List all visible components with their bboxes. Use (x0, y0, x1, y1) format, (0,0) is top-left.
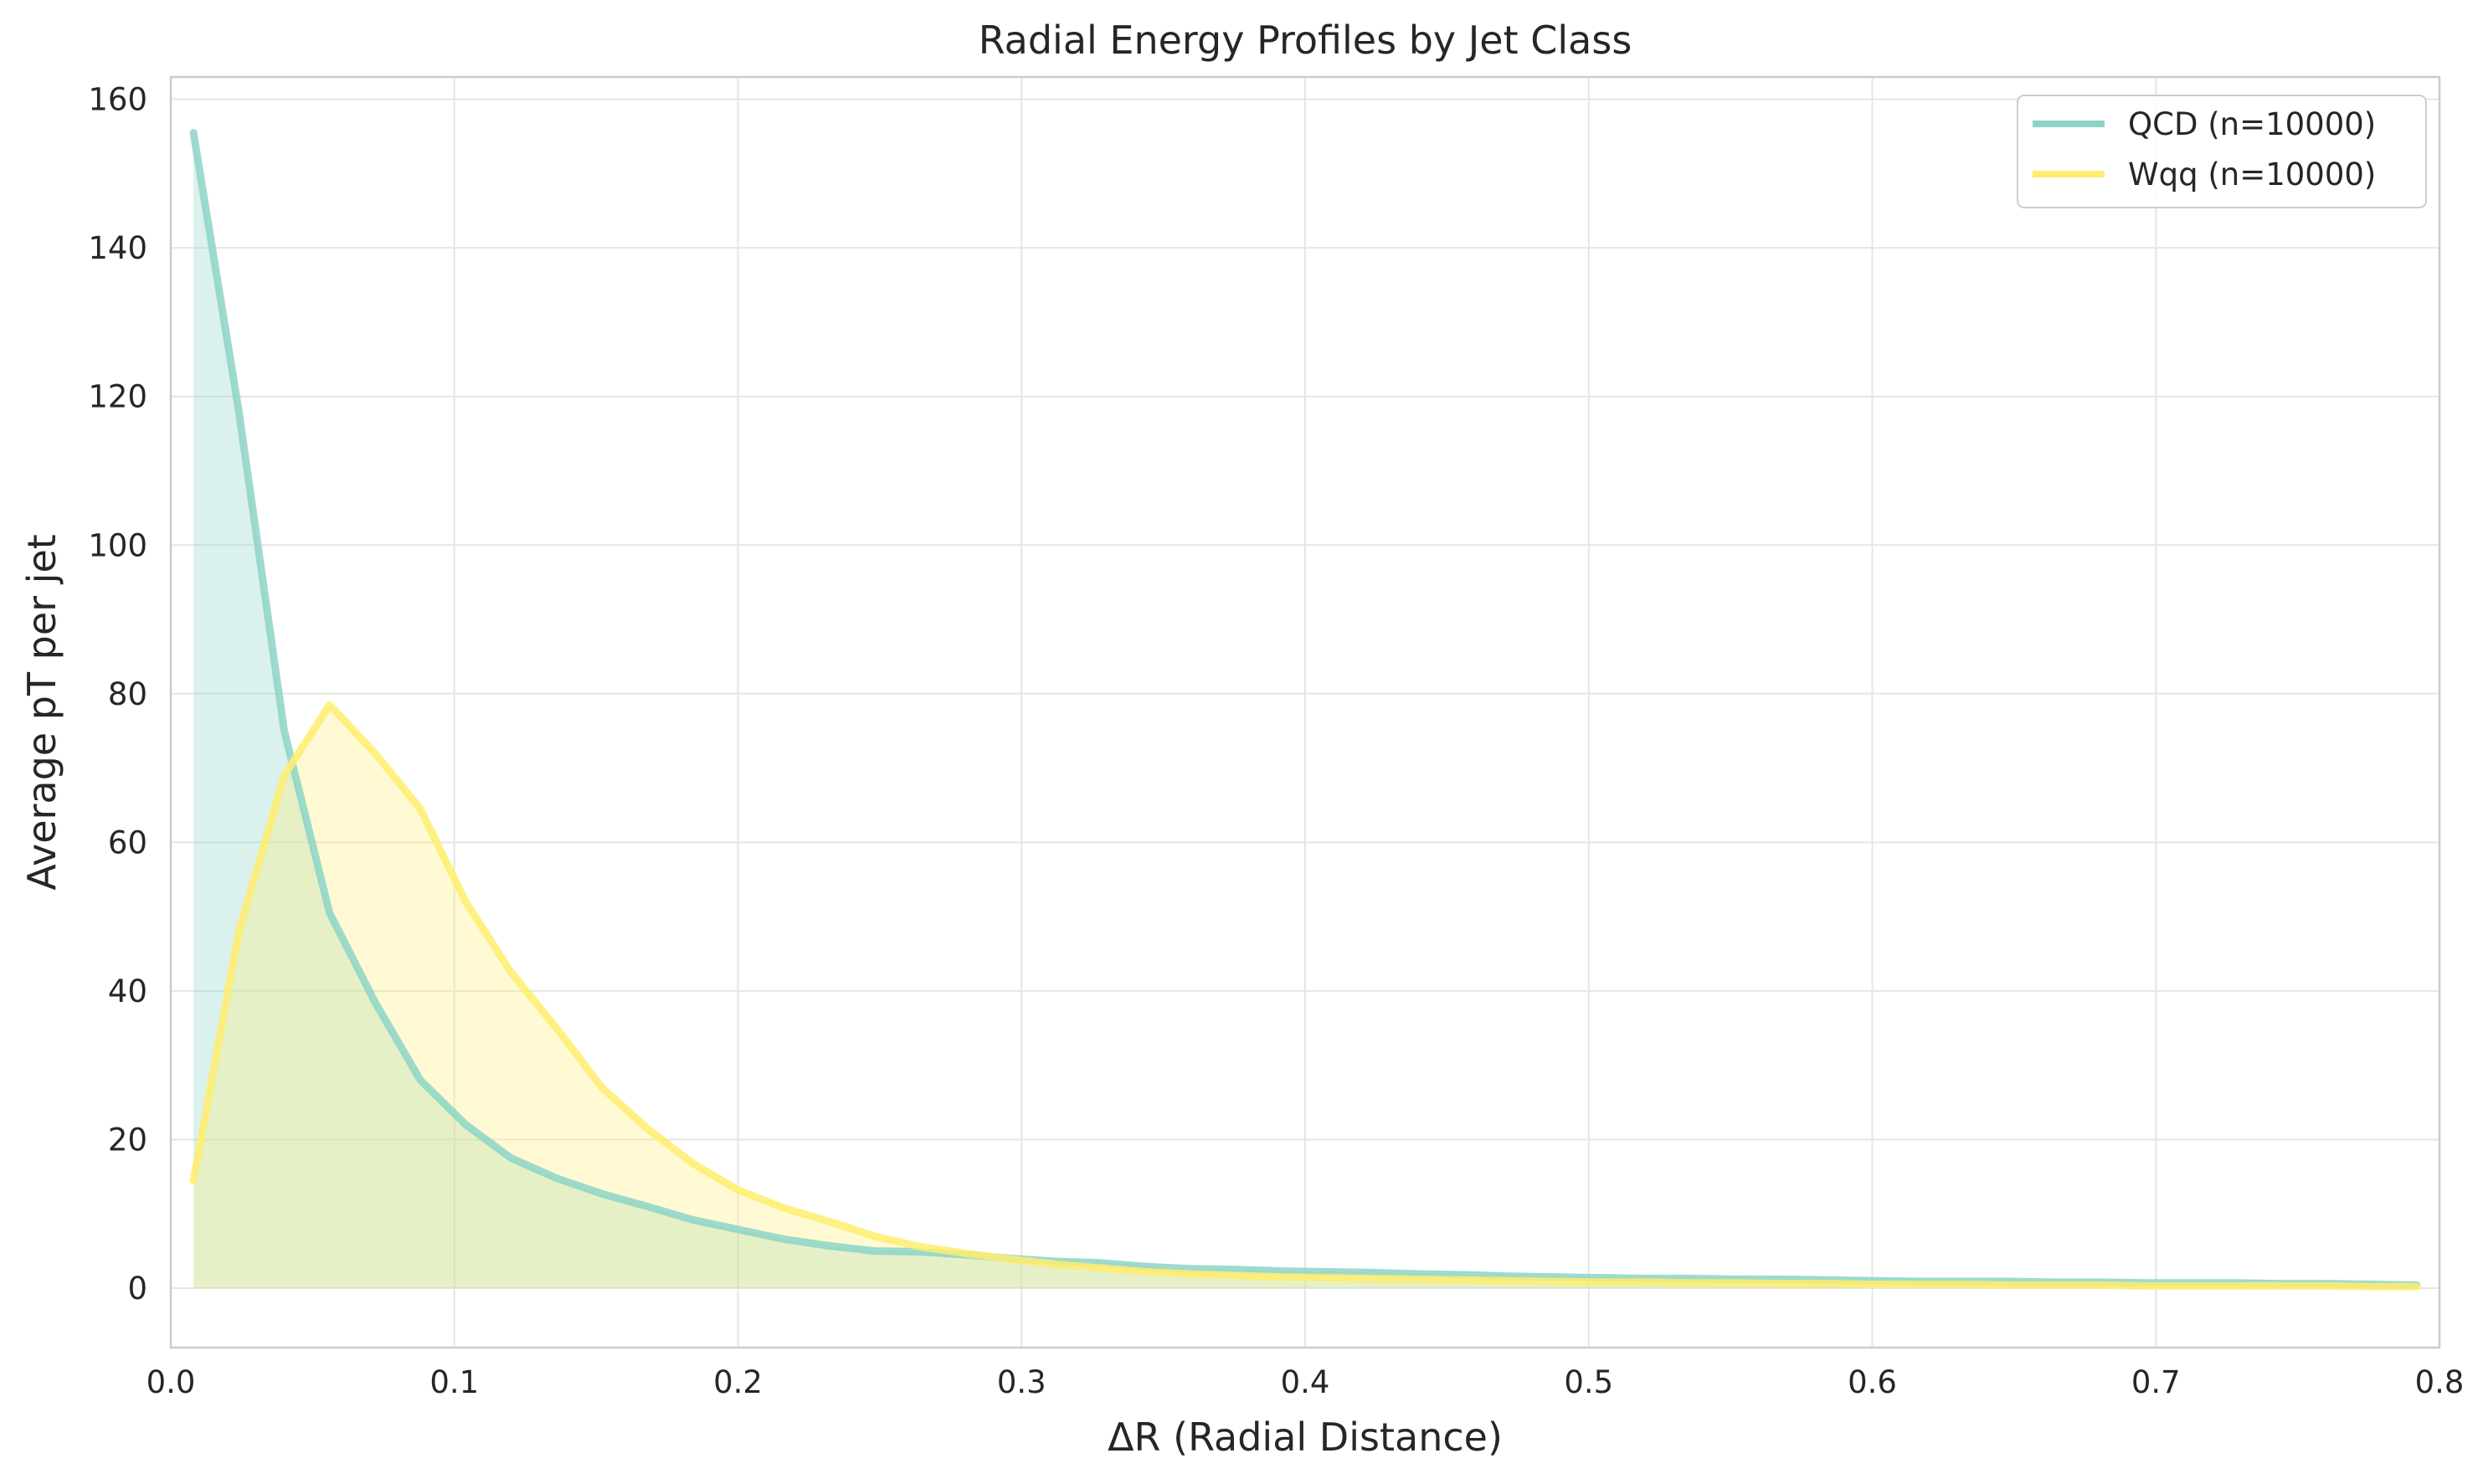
legend-label-qcd: QCD (n=10000) (2128, 106, 2376, 142)
data-point-series-1 (1872, 1284, 1873, 1285)
y-tick-label: 100 (88, 527, 147, 563)
x-tick-label: 0.5 (1564, 1364, 1613, 1400)
x-tick-label: 0.8 (2415, 1364, 2465, 1400)
data-point-series-1 (556, 1028, 557, 1029)
data-point-series-1 (2008, 1285, 2009, 1286)
data-point-series-0 (1101, 1262, 1102, 1263)
data-point-series-1 (1781, 1283, 1782, 1284)
plot-frame (169, 75, 2441, 1349)
y-tick-label: 140 (88, 230, 147, 266)
y-tick-labels: 0 20 40 60 80 100 120 140 160 (88, 82, 147, 1307)
data-point-series-1 (647, 1128, 648, 1129)
data-point-series-1 (1962, 1284, 1963, 1285)
data-point-series-1 (2416, 1286, 2417, 1287)
data-point-series-1 (1690, 1282, 1691, 1283)
data-point-series-0 (465, 1124, 466, 1125)
data-point-series-0 (828, 1245, 829, 1246)
y-tick-label: 80 (108, 676, 147, 712)
data-point-series-1 (329, 705, 330, 706)
data-point-series-0 (420, 1080, 421, 1081)
data-point-series-1 (1600, 1281, 1601, 1282)
data-point-series-0 (1781, 1279, 1782, 1280)
legend-box (2017, 95, 2427, 208)
data-point-series-0 (919, 1251, 920, 1252)
data-point-series-0 (1373, 1272, 1374, 1273)
data-point-series-0 (1191, 1268, 1192, 1269)
data-point-series-0 (1690, 1278, 1691, 1279)
data-point-series-1 (1328, 1277, 1329, 1278)
data-point-series-0 (1463, 1275, 1464, 1276)
y-tick-label: 160 (88, 82, 147, 118)
y-tick-label: 120 (88, 379, 147, 415)
data-point-series-1 (2371, 1286, 2372, 1287)
x-tick-label: 0.3 (997, 1364, 1046, 1400)
data-point-series-1 (1101, 1268, 1102, 1269)
data-point-series-1 (601, 1087, 602, 1088)
data-point-series-1 (465, 901, 466, 902)
data-point-series-1 (1463, 1280, 1464, 1281)
data-point-series-1 (2099, 1285, 2100, 1286)
data-point-series-1 (1146, 1271, 1147, 1272)
data-point-series-0 (1600, 1277, 1601, 1278)
legend-label-wqq: Wqq (n=10000) (2128, 157, 2376, 193)
data-point-series-1 (1418, 1279, 1419, 1280)
data-point-series-1 (1282, 1276, 1283, 1277)
data-point-series-0 (1418, 1274, 1419, 1275)
data-point-series-0 (874, 1250, 875, 1251)
x-tick-label: 0.2 (713, 1364, 763, 1400)
data-point-series-1 (1917, 1284, 1918, 1285)
data-point-series-1 (1055, 1264, 1056, 1265)
data-point-series-0 (1328, 1271, 1329, 1272)
data-point-series-1 (1191, 1274, 1192, 1275)
data-point-series-1 (874, 1235, 875, 1236)
data-point-series-1 (783, 1208, 784, 1209)
data-point-series-1 (1735, 1282, 1736, 1283)
legend: QCD (n=10000) Wqq (n=10000) (2017, 95, 2427, 208)
data-point-series-1 (919, 1246, 920, 1247)
data-point-series-0 (647, 1206, 648, 1207)
y-tick-label: 40 (108, 973, 147, 1009)
y-tick-label: 0 (127, 1271, 147, 1307)
series-lines (189, 129, 2421, 1291)
data-point-series-1 (1236, 1275, 1237, 1276)
y-axis-title: Average pT per jet (19, 534, 64, 891)
x-tick-labels: 0.0 0.1 0.2 0.3 0.4 0.5 0.6 0.7 0.8 (147, 1364, 2465, 1400)
x-tick-label: 0.6 (1848, 1364, 1897, 1400)
data-point-series-0 (1146, 1266, 1147, 1267)
data-point-series-0 (329, 912, 330, 913)
data-point-series-0 (783, 1239, 784, 1240)
data-point-series-1 (964, 1253, 965, 1254)
x-axis-title: ΔR (Radial Distance) (1108, 1415, 1503, 1460)
x-tick-label: 0.1 (429, 1364, 479, 1400)
x-tick-label: 0.7 (2131, 1364, 2181, 1400)
data-point-series-1 (1373, 1278, 1374, 1279)
data-point-series-0 (1236, 1269, 1237, 1270)
area-fill-series-0 (193, 132, 2417, 1288)
chart-title: Radial Energy Profiles by Jet Class (979, 18, 1632, 63)
data-point-series-0 (374, 1002, 375, 1003)
x-tick-label: 0.4 (1281, 1364, 1330, 1400)
data-point-series-1 (284, 775, 285, 776)
data-point-series-1 (1645, 1281, 1646, 1282)
data-point-series-0 (193, 132, 194, 133)
data-point-series-1 (193, 1180, 194, 1181)
y-tick-label: 20 (108, 1122, 147, 1158)
area-fills (193, 132, 2417, 1288)
data-point-series-0 (284, 731, 285, 732)
x-tick-label: 0.0 (147, 1364, 196, 1400)
data-point-series-1 (374, 752, 375, 753)
series-line-1 (189, 701, 2421, 1291)
grid (170, 77, 2440, 1348)
area-fill-series-1 (193, 705, 2417, 1288)
y-tick-label: 60 (108, 824, 147, 860)
data-point-series-1 (828, 1221, 829, 1222)
